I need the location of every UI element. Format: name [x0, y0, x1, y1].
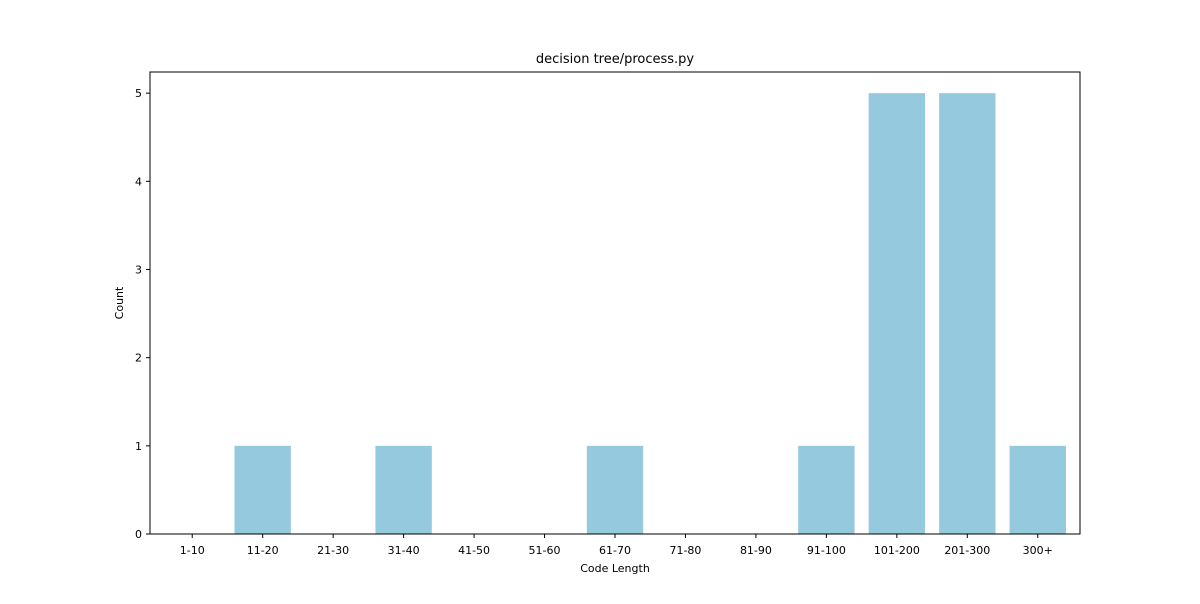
- x-tick-label: 71-80: [669, 544, 701, 557]
- bar-101-200: [868, 93, 926, 534]
- x-tick-label: 31-40: [388, 544, 420, 557]
- x-tick-label: 21-30: [317, 544, 349, 557]
- y-tick-label: 1: [135, 440, 142, 453]
- x-tick-label: 61-70: [599, 544, 631, 557]
- y-tick-label: 3: [135, 263, 142, 276]
- x-tick-label: 81-90: [740, 544, 772, 557]
- y-tick-label: 5: [135, 87, 142, 100]
- y-tick-label: 2: [135, 352, 142, 365]
- y-axis-ticks: 0 1 2 3 4 5: [135, 87, 150, 541]
- bar-201-300: [939, 93, 996, 534]
- bar-31-40: [375, 445, 432, 534]
- bar-11-20: [234, 445, 291, 534]
- bars-group: [234, 93, 1066, 534]
- x-tick-label: 91-100: [807, 544, 846, 557]
- x-axis-ticks: 1-10 11-20 21-30 31-40 41-50 51-60 61-70 71-80 8…: [180, 534, 1053, 557]
- bar-61-70: [586, 445, 644, 534]
- y-tick-label: 4: [135, 175, 142, 188]
- x-axis-label: Code Length: [580, 562, 650, 575]
- chart-title: decision tree/process.py: [536, 52, 695, 67]
- x-tick-label: 41-50: [458, 544, 490, 557]
- y-tick-label: 0: [135, 528, 142, 541]
- x-tick-label: 201-300: [944, 544, 990, 557]
- y-axis-label: Count: [113, 286, 126, 319]
- bar-91-100: [798, 445, 855, 534]
- x-tick-label: 101-200: [874, 544, 920, 557]
- x-tick-label: 300+: [1023, 544, 1053, 557]
- x-tick-label: 51-60: [529, 544, 561, 557]
- x-tick-label: 11-20: [247, 544, 279, 557]
- x-tick-label: 1-10: [180, 544, 205, 557]
- bar-300+: [1009, 445, 1066, 534]
